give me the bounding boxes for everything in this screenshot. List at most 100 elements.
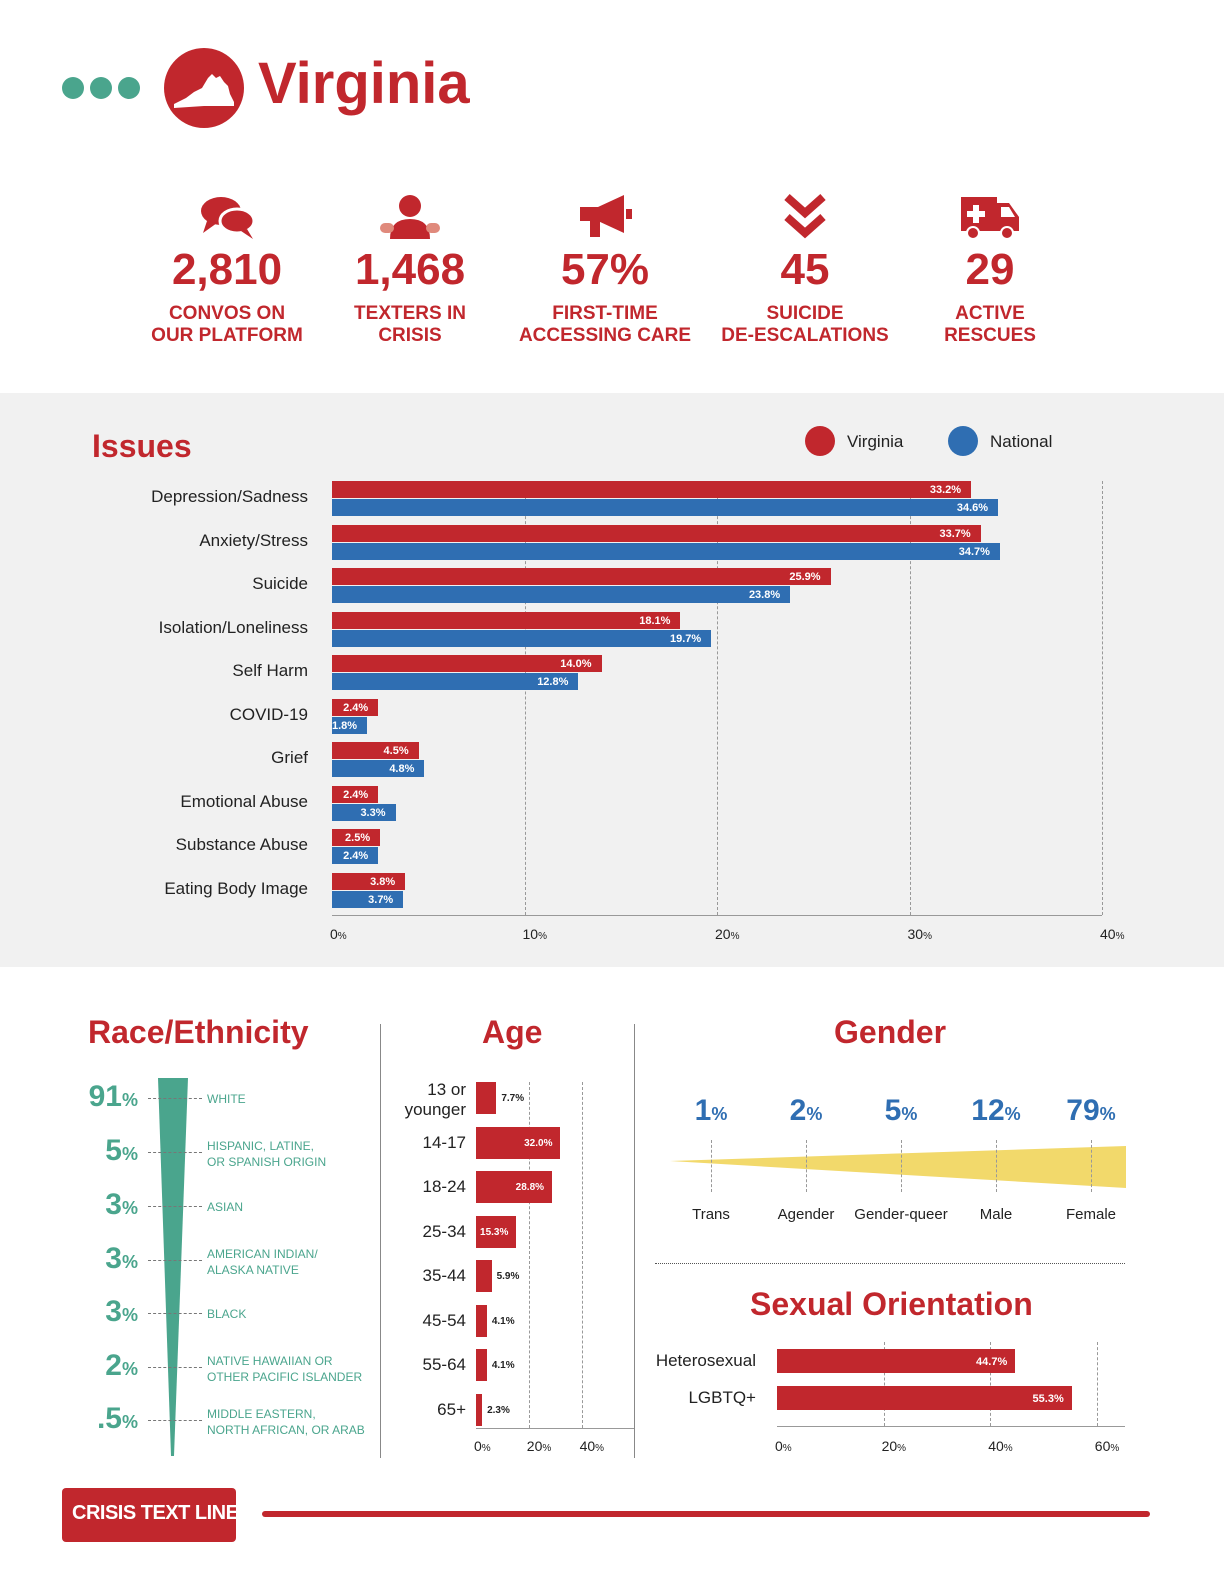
age-bar — [476, 1260, 492, 1292]
person-icon — [380, 195, 440, 239]
chat-bubbles-icon — [201, 197, 256, 239]
issues-bar-national — [332, 847, 379, 864]
footer-line — [262, 1511, 1150, 1517]
age-x-axis — [476, 1428, 634, 1429]
age-category-label: 55-64 — [422, 1355, 466, 1374]
stat-label: FIRST-TIME — [552, 303, 658, 324]
race-dashline — [148, 1367, 202, 1368]
age-bar-value: 2.3% — [487, 1404, 510, 1416]
gender-tick — [901, 1140, 902, 1192]
gender-label: Trans — [692, 1206, 730, 1223]
issues-bar-virginia — [332, 698, 379, 716]
age-category-label: 18-24 — [422, 1177, 466, 1196]
race-label: BLACK — [207, 1307, 247, 1321]
so-category-label: LGBTQ+ — [688, 1388, 756, 1407]
age-bar-value: 28.8% — [515, 1182, 545, 1193]
stat-label: ACTIVE — [955, 303, 1025, 324]
age-category-label: 35-44 — [422, 1266, 466, 1285]
issues-bar-virginia — [332, 524, 981, 542]
so-title: Sexual Orientation — [750, 1286, 1033, 1322]
issues-bar-value: 33.7% — [939, 527, 971, 540]
gender-title: Gender — [834, 1014, 947, 1050]
stat-value: 57% — [560, 245, 650, 294]
race-label: MIDDLE EASTERN, NORTH AFRICAN, OR ARAB — [207, 1407, 365, 1437]
decor-dot-2 — [90, 77, 112, 99]
issues-bar-value: 1.8% — [332, 719, 358, 732]
issues-bar-virginia — [332, 481, 972, 498]
issues-category-label: Suicide — [252, 574, 308, 593]
so-x-tick: 40% — [988, 1438, 1013, 1454]
issues-x-tick: 10% — [522, 926, 547, 942]
issues-bar-national — [332, 542, 1000, 560]
issues-category-label: Anxiety/Stress — [199, 530, 308, 550]
age-category-label: 65+ — [437, 1399, 466, 1419]
age-bar-value: 7.7% — [501, 1093, 525, 1104]
issues-bar-national — [332, 803, 396, 821]
race-percent: .5% — [96, 1402, 138, 1435]
issues-bar-value: 33.2% — [929, 484, 962, 496]
age-category-label: 25-34 — [422, 1221, 466, 1241]
issues-x-tick: 40% — [1100, 926, 1125, 942]
issues-bar-national — [332, 629, 712, 647]
age-bar-value: 32.0% — [524, 1137, 553, 1149]
so-x-tick: 20% — [881, 1438, 907, 1454]
race-label: ASIAN — [207, 1200, 244, 1214]
stat-convos: 2,810 CONVOS ON OUR PLATFORM — [127, 185, 327, 347]
age-bar — [476, 1349, 487, 1381]
issues-category-label: COVID-19 — [229, 704, 308, 724]
stat-value: 29 — [965, 245, 1015, 294]
so-x-axis — [777, 1426, 1125, 1427]
footer-brand: CRISIS TEXT LINE | — [72, 1502, 249, 1524]
issues-bar-value: 18.1% — [639, 614, 671, 627]
issues-bar-national — [332, 673, 579, 690]
ambulance-icon — [961, 197, 1019, 240]
divider-race-age — [380, 1024, 381, 1458]
age-bar-value: 5.9% — [496, 1271, 520, 1282]
race-label: HISPANIC, LATINE, OR SPANISH ORIGIN — [207, 1139, 327, 1169]
so-x-tick: 0% — [775, 1438, 792, 1454]
issues-bar-value: 34.7% — [958, 545, 990, 558]
age-bar-value: 4.1% — [491, 1315, 515, 1327]
chevrons-down-icon — [784, 194, 826, 239]
so-gridline — [883, 1342, 885, 1426]
race-title: Race/Ethnicity — [88, 1014, 309, 1050]
age-x-tick: 0% — [474, 1438, 491, 1454]
stat-value: 1,468 — [354, 245, 466, 294]
issues-bar-value: 12.8% — [537, 676, 569, 688]
legend-virginia-dot — [805, 426, 835, 456]
gender-tick — [806, 1140, 807, 1192]
issues-bar-value: 4.5% — [383, 745, 409, 757]
issues-x-tick: 20% — [715, 926, 740, 942]
decor-dot-3 — [118, 77, 140, 99]
race-percent: 3% — [105, 1295, 138, 1328]
issues-category-label: Emotional Abuse — [180, 791, 308, 811]
stat-label: ACCESSING CARE — [518, 325, 692, 346]
stat-value: 45 — [780, 245, 830, 294]
decor-dot-1 — [62, 77, 84, 99]
age-bar — [476, 1082, 497, 1114]
issues-bar-value: 3.7% — [368, 893, 394, 906]
age-category-label: 13 or younger — [404, 1080, 466, 1119]
race-label: NATIVE HAWAIIAN OR OTHER PACIFIC ISLANDER — [207, 1354, 363, 1384]
issues-category-label: Substance Abuse — [175, 835, 308, 854]
divider-age-gender — [634, 1024, 635, 1458]
issues-bar-value: 14.0% — [560, 658, 592, 670]
issues-category-label: Isolation/Loneliness — [158, 617, 308, 637]
age-gridline — [528, 1082, 530, 1428]
virginia-map-icon — [174, 74, 234, 108]
gender-divider — [655, 1263, 1125, 1264]
gender-wedge — [670, 1146, 1126, 1188]
stat-rescues: 29 ACTIVE RESCUES — [890, 185, 1090, 347]
issues-x-tick: 0% — [330, 926, 347, 942]
issues-category-label: Grief — [271, 748, 308, 767]
age-category-label: 45-54 — [422, 1310, 466, 1330]
issues-bar-virginia — [332, 785, 379, 803]
age-bar-value: 4.1% — [491, 1360, 515, 1371]
state-badge — [164, 48, 244, 128]
age-bar — [476, 1126, 561, 1159]
age-title: Age — [482, 1014, 543, 1050]
issues-bar-virginia — [332, 655, 602, 672]
issues-x-axis — [332, 915, 1102, 916]
issues-category-label: Eating Body Image — [164, 878, 308, 898]
issues-gridline — [717, 481, 718, 915]
